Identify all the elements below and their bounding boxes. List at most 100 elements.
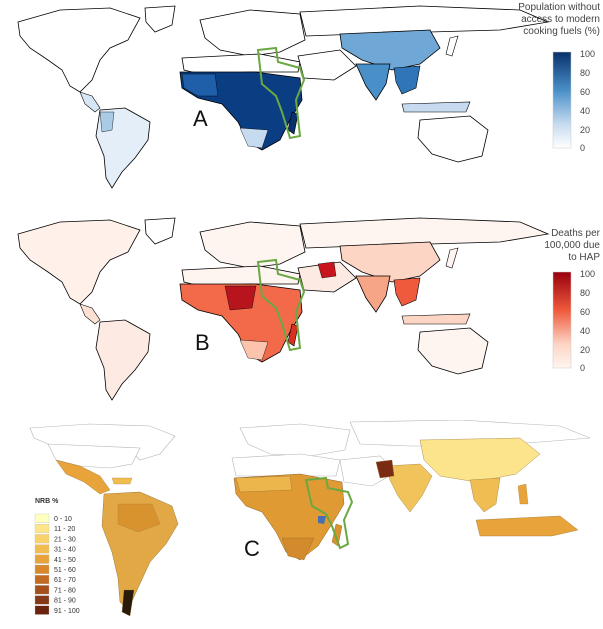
greenland-shape [144,5,176,33]
caribbean-shape [111,477,133,485]
nrb-swatch-8 [34,595,50,605]
sub-saharan-africa-shape [233,473,345,561]
afghanistan-shape [317,261,337,279]
southern-africa-shape [281,537,315,561]
legend-b-title-line-1: Deaths per [551,228,600,239]
southeast-asia-shape [393,65,421,95]
nrb-legend-title: NRB % [35,498,59,505]
map-b-svg: 100 80 60 40 20 0 [17,217,595,401]
japan-shape [445,35,459,57]
north-africa-shape [181,53,301,75]
nrb-swatch-0 [34,513,50,523]
legend-b-tick-40: 40 [580,326,590,336]
india-shape [355,63,391,101]
south-america-shape [95,319,151,401]
panel-a-cooking-fuels-map: 100 80 60 40 20 0 Population without acc… [0,0,603,205]
nrb-class-label-6: 61 - 70 [54,577,76,584]
legend-b-title-line-2: 100,000 due [544,240,600,251]
nrb-class-label-5: 51 - 60 [54,567,76,574]
panel-c-nrb-map: 0 - 10 11 - 20 21 - 30 31 - 40 41 - 50 51 - 6… [0,420,603,629]
philippines-shape [517,483,529,505]
legend-a-tick-20: 20 [580,125,590,135]
legend-b-tick-0: 0 [580,363,585,373]
japan-shape [445,247,459,269]
legend-a: 100 80 60 40 20 0 [552,49,595,153]
greenland-shape [144,217,176,245]
nrb-swatch-3 [34,544,50,554]
legend-a-title-line-1: Population without [518,2,600,13]
central-africa-shape [224,285,257,311]
mexico-shape [55,459,111,495]
legend-a-tick-80: 80 [580,68,590,78]
legend-b-title-line-3: to HAP [568,252,600,263]
indonesia-shape [401,101,471,113]
southeast-asia-shape [393,277,421,307]
west-africa-shape [181,73,219,97]
patagonia-shape [121,589,135,617]
legend-b-tick-20: 20 [580,345,590,355]
legend-b-tick-80: 80 [580,288,590,298]
nrb-swatch-2 [34,534,50,544]
europe-shape [199,9,306,57]
india-shape [355,275,391,313]
nrb-swatch-1 [34,524,50,534]
nrb-class-label-1: 11 - 20 [54,526,75,533]
central-america-shape [79,91,101,113]
indonesia-shape [401,313,471,325]
north-america-shape [17,7,141,93]
legend-a-tick-0: 0 [580,143,585,153]
australia-shape [417,115,489,163]
madagascar-shape [287,111,299,135]
southern-africa-shape [239,339,269,361]
map-c-svg: 0 - 10 11 - 20 21 - 30 31 - 40 41 - 50 51 - 6… [29,420,591,617]
north-asia-outline [349,420,591,447]
australia-shape [417,327,489,375]
north-asia-shape [299,5,550,37]
europe-outline [239,423,351,457]
legend-a-title-line-3: cooking fuels (%) [523,26,600,37]
nrb-swatch-5 [34,564,50,574]
north-africa-outline [231,453,341,477]
legend-a-title: Population without access to modern cook… [505,2,600,38]
legend-a-tick-40: 40 [580,106,590,116]
nrb-class-label-4: 41 - 50 [54,557,76,564]
east-africa-highlight-outline [304,476,354,550]
nrb-swatch-9 [34,605,50,615]
panel-a-label: A [193,106,208,131]
nrb-swatch-7 [34,585,50,595]
lake-victoria-shape [318,516,326,524]
east-africa-highlight-outline [256,258,306,352]
panel-b-label: B [195,330,210,355]
panel-c-label: C [244,536,260,561]
north-asia-shape [299,217,550,249]
andes-region-shape [99,111,115,133]
madagascar-shape [331,523,343,547]
legend-b-title: Deaths per 100,000 due to HAP [515,228,600,264]
indonesia-shape [475,515,579,537]
map-a-svg: 100 80 60 40 20 0 [17,5,595,189]
east-africa-highlight-outline [256,46,306,140]
legend-b-tick-60: 60 [580,307,590,317]
sahel-shape [235,475,293,493]
madagascar-shape [287,323,299,347]
southern-africa-shape [239,127,269,149]
legend-a-title-line-2: access to modern [521,14,600,25]
pakistan-shape [375,459,395,479]
nrb-class-label-3: 31 - 40 [54,547,76,554]
legend-a-tick-100: 100 [580,49,595,59]
legend-a-tick-60: 60 [580,87,590,97]
nrb-legend: 0 - 10 11 - 20 21 - 30 31 - 40 41 - 50 51 - 6… [34,513,80,615]
panel-b-hap-deaths-map: 100 80 60 40 20 0 Deaths per 100,000 due… [0,212,603,417]
central-america-shape [79,303,101,325]
nrb-class-label-2: 21 - 30 [54,536,76,543]
southeast-asia-shape [469,477,501,513]
amazon-region-shape [117,503,161,533]
europe-shape [199,221,306,269]
nrb-swatch-6 [34,575,50,585]
north-africa-shape [181,265,301,287]
legend-b-tick-100: 100 [580,269,595,279]
south-asia-shape [385,463,433,513]
legend-b: 100 80 60 40 20 0 [552,269,595,373]
nrb-class-label-9: 91 - 100 [54,608,80,615]
nrb-class-label-7: 71 - 80 [54,587,76,594]
